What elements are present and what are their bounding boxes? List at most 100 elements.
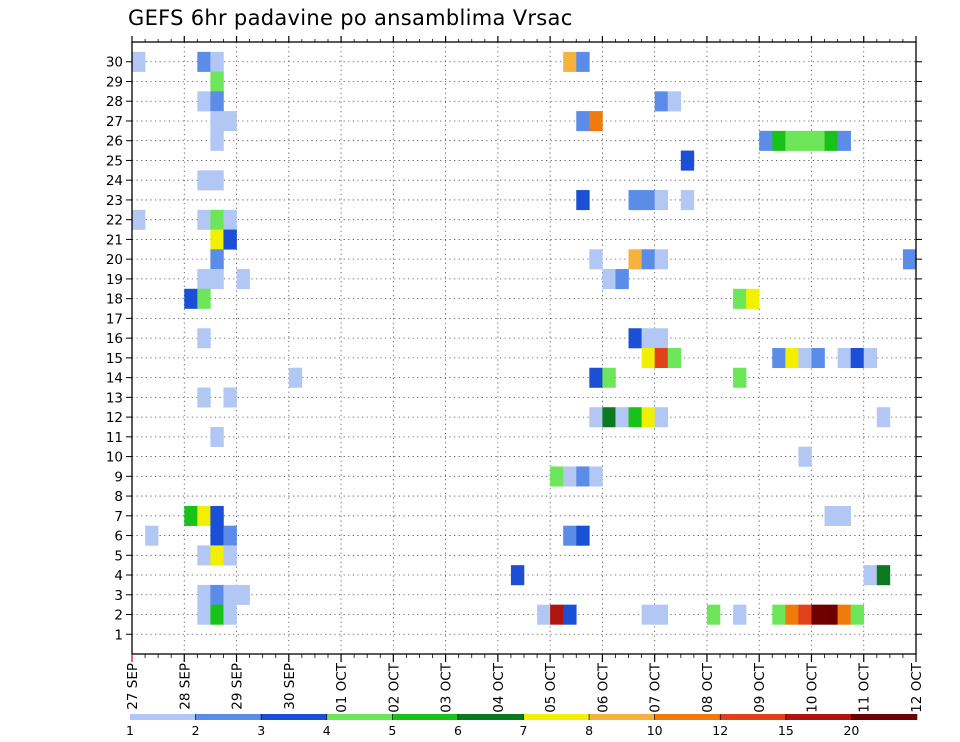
heatmap-cell xyxy=(563,604,577,625)
x-tick-label: 10 OCT xyxy=(804,662,820,713)
heatmap-cell xyxy=(602,407,616,428)
heatmap-cell xyxy=(197,387,211,408)
heatmap-cell xyxy=(628,407,642,428)
y-tick-label: 2 xyxy=(114,608,123,624)
legend-label: 2 xyxy=(192,723,200,738)
heatmap-cell xyxy=(210,51,224,72)
heatmap-cell xyxy=(576,466,590,487)
heatmap-cell xyxy=(510,565,525,586)
heatmap-cell xyxy=(210,91,224,112)
y-tick-label: 28 xyxy=(106,94,123,110)
heatmap-cell xyxy=(641,190,655,211)
heatmap-cell xyxy=(197,170,211,191)
heatmap-cell xyxy=(223,604,237,625)
heatmap-cell xyxy=(706,604,721,625)
heatmap-cell xyxy=(210,545,224,566)
x-tick-label: 11 OCT xyxy=(857,662,873,713)
y-tick-label: 8 xyxy=(114,489,123,505)
heatmap-cell xyxy=(863,348,878,369)
heatmap-cell xyxy=(733,367,747,388)
x-tick-label: 02 OCT xyxy=(386,662,402,713)
heatmap-cell xyxy=(576,525,590,546)
y-tick-label: 21 xyxy=(106,232,123,248)
heatmap-cell xyxy=(785,604,799,625)
heatmap-cell xyxy=(654,249,669,270)
x-tick-label: 29 SEP xyxy=(230,663,246,710)
heatmap-cell xyxy=(850,604,865,625)
y-tick-label: 7 xyxy=(114,509,123,525)
heatmap-cell xyxy=(785,348,799,369)
heatmap-cell xyxy=(759,130,773,151)
heatmap-cell xyxy=(589,111,603,132)
heatmap-cell xyxy=(197,584,211,605)
y-tick-label: 4 xyxy=(114,568,123,584)
y-tick-label: 29 xyxy=(106,74,123,90)
x-tick-label: 30 SEP xyxy=(282,663,298,710)
x-tick-label: 09 OCT xyxy=(752,662,768,713)
heatmap-cell xyxy=(837,604,851,625)
x-tick-label: 27 SEP xyxy=(125,663,141,710)
legend-label: 3 xyxy=(257,723,265,738)
y-tick-label: 5 xyxy=(114,548,123,564)
heatmap-cell xyxy=(132,51,146,72)
heatmap-cell xyxy=(602,367,616,388)
heatmap-cell xyxy=(654,348,669,369)
legend-label: 5 xyxy=(388,723,396,738)
heatmap-cell xyxy=(197,288,211,309)
heatmap-cell xyxy=(563,51,577,72)
heatmap-cell xyxy=(746,288,760,309)
legend-label: 10 xyxy=(647,723,663,738)
heatmap-cell xyxy=(197,328,211,349)
y-tick-label: 10 xyxy=(106,450,123,466)
heatmap-cell xyxy=(785,130,799,151)
heatmap-cell xyxy=(837,505,851,526)
heatmap-cell xyxy=(876,407,891,428)
heatmap-cell xyxy=(563,466,577,487)
heatmap-cell xyxy=(824,604,838,625)
chart-title: GEFS 6hr padavine po ansamblima Vrsac xyxy=(128,6,573,30)
heatmap-cell xyxy=(902,249,917,270)
heatmap-cell xyxy=(641,249,655,270)
heatmap-cell xyxy=(236,584,250,605)
heatmap-cell xyxy=(563,525,577,546)
y-tick-label: 12 xyxy=(106,410,123,426)
legend-swatch xyxy=(654,714,721,720)
heatmap-cell xyxy=(589,367,603,388)
legend-swatch xyxy=(720,714,787,720)
heatmap-cell xyxy=(798,604,812,625)
heatmap-cell xyxy=(576,190,590,211)
heatmap-cell xyxy=(197,545,211,566)
heatmap-cell xyxy=(667,348,682,369)
legend-label: 4 xyxy=(323,723,331,738)
heatmap-cell xyxy=(197,51,211,72)
legend-swatch xyxy=(785,714,852,720)
heatmap-cell xyxy=(602,269,616,290)
heatmap-cell xyxy=(550,466,564,487)
heatmap-cell xyxy=(288,367,303,388)
y-tick-label: 13 xyxy=(106,390,123,406)
legend-label: 6 xyxy=(454,723,462,738)
heatmap-cell xyxy=(197,269,211,290)
heatmap-cell xyxy=(654,407,669,428)
heatmap-cell xyxy=(811,130,825,151)
x-tick-label: 08 OCT xyxy=(700,662,716,713)
x-tick-label: 12 OCT xyxy=(909,662,925,713)
heatmap-cell xyxy=(837,348,851,369)
heatmap-cell xyxy=(628,190,642,211)
heatmap-cell xyxy=(197,604,211,625)
x-tick-label: 05 OCT xyxy=(543,662,559,713)
heatmap-cell xyxy=(210,130,224,151)
x-tick-label: 01 OCT xyxy=(334,662,350,713)
legend-swatch xyxy=(392,714,459,720)
y-tick-label: 18 xyxy=(106,292,123,308)
heatmap-cell xyxy=(210,505,224,526)
heatmap-cell xyxy=(223,525,237,546)
heatmap-cell xyxy=(733,604,747,625)
heatmap-cell xyxy=(184,505,198,526)
heatmap-cell xyxy=(824,130,838,151)
heatmap-cell xyxy=(667,91,682,112)
y-tick-label: 30 xyxy=(106,55,123,71)
heatmap-cell xyxy=(589,466,603,487)
y-tick-label: 19 xyxy=(106,272,123,288)
y-tick-label: 24 xyxy=(106,173,123,189)
